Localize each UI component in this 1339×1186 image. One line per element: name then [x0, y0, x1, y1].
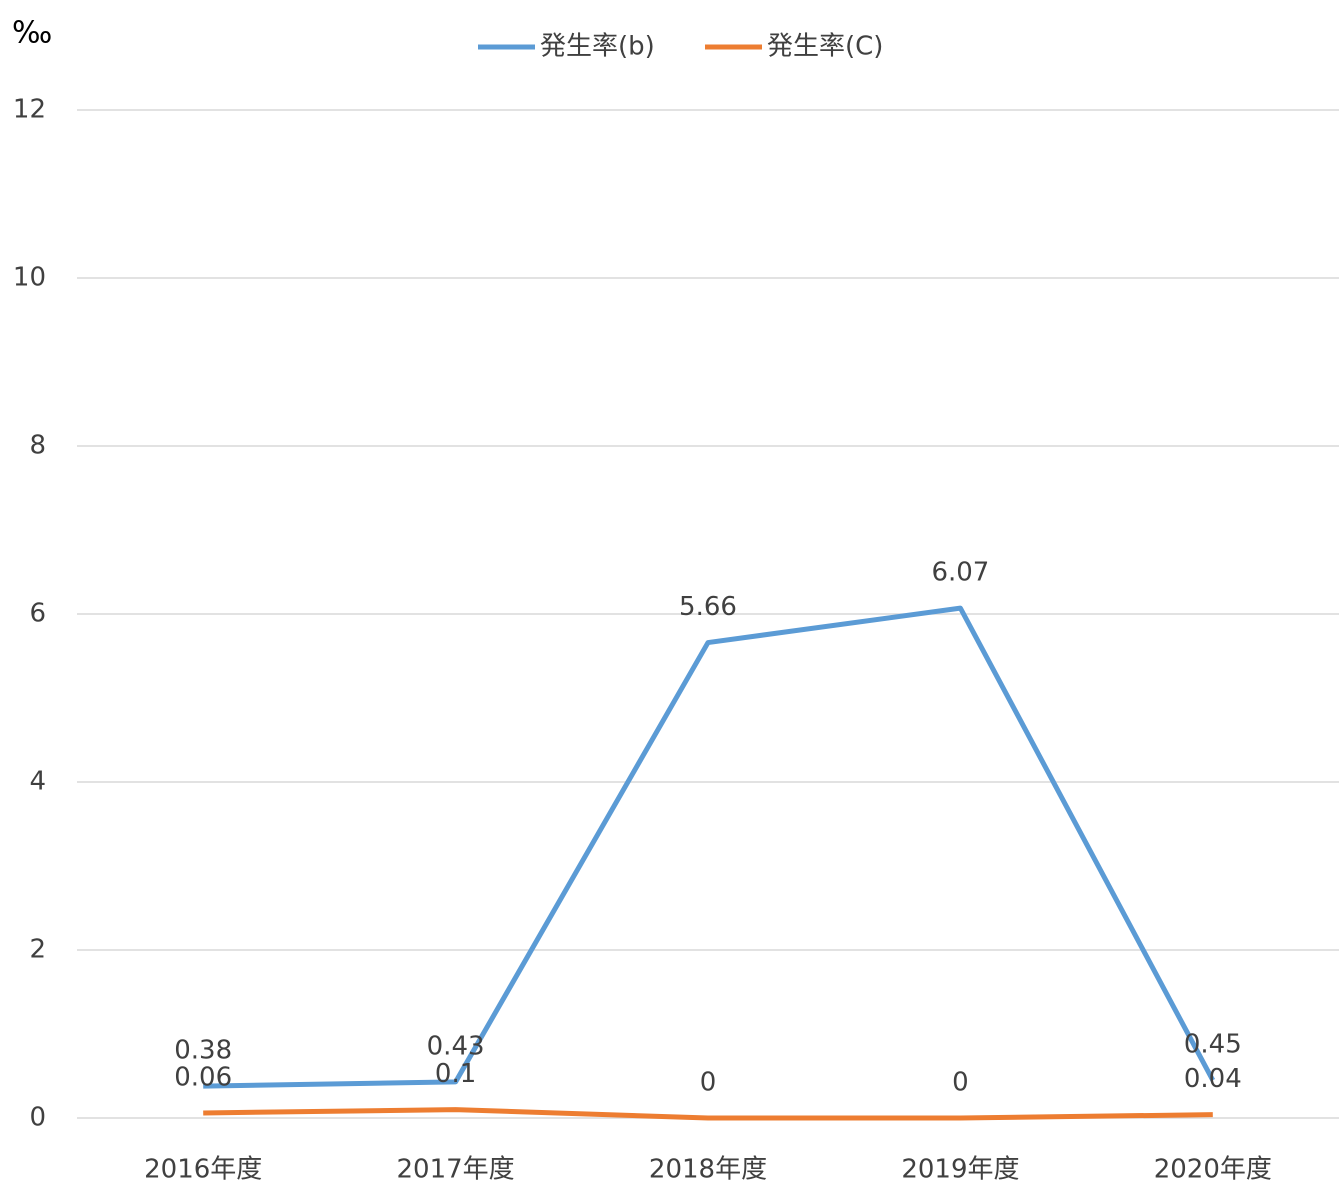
- data-label: 0.06: [174, 1062, 232, 1092]
- y-tick-label: 10: [13, 263, 46, 293]
- x-tick-label: 2020年度: [1154, 1155, 1272, 1185]
- data-label: 0.04: [1184, 1064, 1242, 1094]
- data-label: 0.43: [427, 1031, 485, 1061]
- data-label: 6.07: [931, 558, 989, 588]
- y-tick-label: 12: [13, 95, 46, 125]
- data-label: 0.38: [174, 1036, 232, 1066]
- y-tick-label: 4: [29, 767, 46, 797]
- line-series: [203, 1107, 1213, 1121]
- y-tick-label: 0: [29, 1103, 46, 1133]
- y-axis-label: ‰: [12, 16, 52, 51]
- x-tick-label: 2017年度: [397, 1155, 515, 1185]
- x-tick-label: 2016年度: [144, 1155, 262, 1185]
- x-tick-label: 2019年度: [901, 1155, 1019, 1185]
- data-label: 0: [700, 1068, 717, 1098]
- line-series: [203, 605, 1216, 1089]
- data-label: 0.45: [1184, 1030, 1242, 1060]
- data-label: 5.66: [679, 592, 737, 622]
- data-label: 0.1: [435, 1059, 476, 1089]
- y-tick-label: 2: [29, 935, 46, 965]
- legend-label: 発生率(b): [540, 32, 655, 62]
- data-label: 0: [952, 1068, 969, 1098]
- y-tick-label: 8: [29, 431, 46, 461]
- y-tick-label: 6: [29, 599, 46, 629]
- legend-label: 発生率(C): [767, 32, 883, 62]
- x-tick-label: 2018年度: [649, 1155, 767, 1185]
